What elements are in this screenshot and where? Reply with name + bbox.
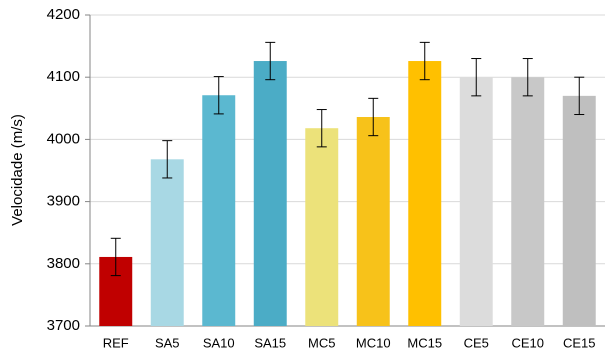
- bar: [150, 159, 184, 326]
- x-tick-label: MC15: [407, 335, 442, 350]
- bar: [562, 95, 596, 326]
- x-tick-label: CE5: [464, 335, 489, 350]
- y-tick-label: 3800: [47, 255, 80, 272]
- y-tick-label: 3900: [47, 193, 80, 210]
- y-tick-label: 4100: [47, 68, 80, 85]
- x-tick-label: CE15: [563, 335, 596, 350]
- bar: [459, 77, 493, 326]
- bar: [202, 95, 236, 326]
- x-tick-label: REF: [103, 335, 129, 350]
- x-tick-label: SA5: [155, 335, 180, 350]
- bar: [356, 117, 390, 327]
- x-tick-label: CE10: [511, 335, 544, 350]
- x-tick-label: MC5: [308, 335, 335, 350]
- y-tick-label: 4000: [47, 130, 80, 147]
- bar: [253, 61, 287, 326]
- bar: [511, 77, 545, 326]
- y-tick-label: 3700: [47, 317, 80, 334]
- y-tick-label: 4200: [47, 6, 80, 23]
- x-tick-label: SA15: [254, 335, 286, 350]
- y-axis-label: Velocidade (m/s): [9, 114, 26, 226]
- bar: [408, 61, 442, 326]
- x-tick-label: SA10: [203, 335, 235, 350]
- bar: [305, 128, 339, 326]
- x-tick-label: MC10: [356, 335, 391, 350]
